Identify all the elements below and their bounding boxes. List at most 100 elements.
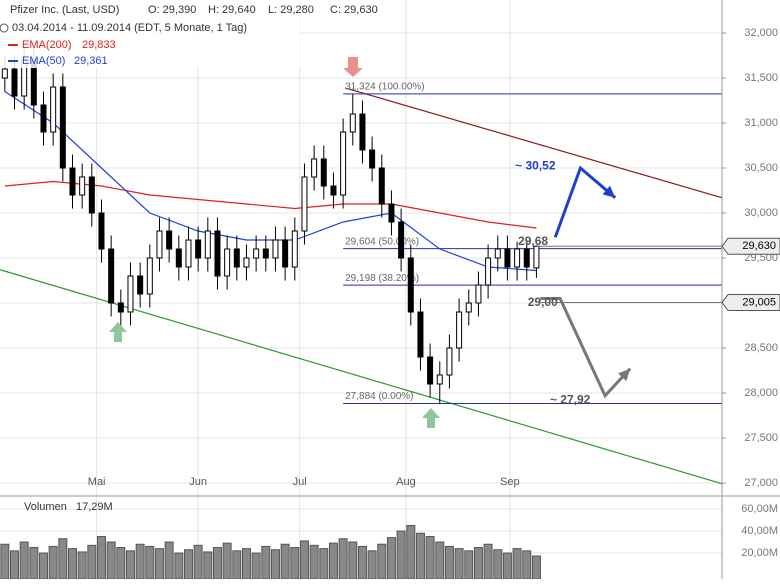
- x-tick-label: Mai: [88, 476, 106, 488]
- legend-label: EMA(200): [22, 39, 72, 51]
- volume-bar: [164, 541, 174, 580]
- candle-body: [1, 68, 8, 79]
- candle-body: [427, 356, 434, 385]
- candle-body: [514, 248, 521, 268]
- candle-body: [272, 239, 279, 259]
- candle-body: [175, 248, 182, 268]
- volume-bar: [154, 548, 164, 580]
- candle-body: [446, 347, 453, 376]
- price-box: [721, 294, 780, 312]
- ohlc: O: 29,390: [148, 4, 196, 16]
- volume-last: 17,29M: [76, 501, 113, 513]
- candle-body: [330, 185, 337, 196]
- grid: [0, 0, 722, 579]
- arrow-head: [602, 185, 616, 198]
- volume-bar: [0, 543, 10, 580]
- volume-bar: [348, 541, 358, 580]
- y-tick-label: 20,00M: [741, 547, 778, 559]
- fib-label: 31,324 (100.00%): [345, 81, 425, 92]
- candle-body: [407, 257, 414, 313]
- candle-body: [156, 230, 163, 259]
- trendline: [0, 269, 722, 485]
- candle-body: [340, 131, 347, 196]
- forecast-arrow: [553, 165, 617, 238]
- annotation: ~ 27,92: [550, 392, 591, 406]
- volume-bar: [454, 548, 464, 580]
- candle-body: [417, 311, 424, 358]
- candle-body: [475, 284, 482, 304]
- up-arrow-icon: [109, 322, 127, 342]
- y-tick-label: 28,000: [744, 387, 778, 399]
- candle-body: [388, 203, 395, 223]
- volume-bar: [357, 545, 367, 580]
- y-tick-label: 29,500: [744, 252, 778, 264]
- volume-bar: [261, 545, 271, 580]
- y-tick-label: 28,500: [744, 342, 778, 354]
- volume-title: Volumen: [24, 501, 67, 513]
- candle-body: [494, 248, 501, 259]
- price-box-label: 29,005: [742, 296, 776, 308]
- volume-bar: [377, 543, 387, 580]
- volume-bar: [522, 550, 532, 580]
- volume-bar: [512, 548, 522, 580]
- x-tick-label: Aug: [396, 476, 416, 488]
- y-tick-label: 31,000: [744, 117, 778, 129]
- candle-body: [117, 302, 124, 313]
- candle-body: [253, 248, 260, 259]
- candle-body: [359, 113, 366, 151]
- candle-body: [79, 176, 86, 196]
- volume-bar: [502, 552, 512, 580]
- candle-body: [233, 248, 240, 268]
- candle-body: [137, 275, 144, 295]
- volume-bar: [193, 544, 203, 580]
- up-arrow-icon: [422, 408, 440, 428]
- y-tick-label: 30,000: [744, 207, 778, 219]
- volume-bar: [464, 550, 474, 580]
- candle-body: [456, 311, 463, 349]
- volume-bar: [77, 551, 87, 580]
- volume-bar: [232, 550, 242, 580]
- annotation: ~ 30,52: [515, 158, 556, 172]
- ohlc: C: 29,630: [330, 4, 378, 16]
- candle-body: [398, 221, 405, 259]
- volume-bar: [19, 541, 29, 580]
- y-tick-label: 27,500: [744, 432, 778, 444]
- price-box-label: 29,630: [742, 240, 776, 252]
- candle-body: [436, 374, 443, 385]
- candle-body: [11, 68, 18, 97]
- fib-label: 27,884 (0.00%): [345, 391, 413, 402]
- candle-body: [98, 212, 105, 250]
- fib-label: 29,198 (38.20%): [345, 273, 419, 284]
- volume-bar: [106, 541, 116, 580]
- y-tick-label: 60,00M: [741, 503, 778, 515]
- candle-body: [185, 239, 192, 268]
- candle-body: [108, 248, 115, 304]
- volume-bar: [145, 545, 155, 580]
- axes: 27,00027,50028,00028,50029,00029,50030,0…: [88, 27, 780, 559]
- volume-bar: [58, 538, 68, 580]
- ema-line: [4, 90, 537, 272]
- volume-bar: [203, 551, 213, 580]
- legend-label: EMA(50): [22, 55, 65, 67]
- volume-bar: [222, 542, 232, 580]
- volume-bar: [183, 549, 193, 580]
- volume-panel: [0, 525, 541, 580]
- candle-body: [465, 302, 472, 313]
- candle-body: [88, 176, 95, 214]
- volume-bar: [406, 525, 416, 580]
- arrow-head: [618, 368, 631, 382]
- ohlc: H: 29,640: [208, 4, 256, 16]
- candle-body: [127, 275, 134, 313]
- x-tick-label: Jul: [293, 476, 307, 488]
- candle-body: [349, 113, 356, 133]
- candle-body: [50, 86, 57, 133]
- volume-bar: [38, 552, 48, 580]
- volume-bar: [473, 547, 483, 580]
- y-tick-label: 32,000: [744, 27, 778, 39]
- volume-bar: [67, 548, 77, 580]
- candle-body: [301, 176, 308, 232]
- volume-bar: [299, 540, 309, 580]
- volume-bar: [309, 544, 319, 580]
- trendline: [344, 87, 722, 199]
- volume-bar: [48, 545, 58, 580]
